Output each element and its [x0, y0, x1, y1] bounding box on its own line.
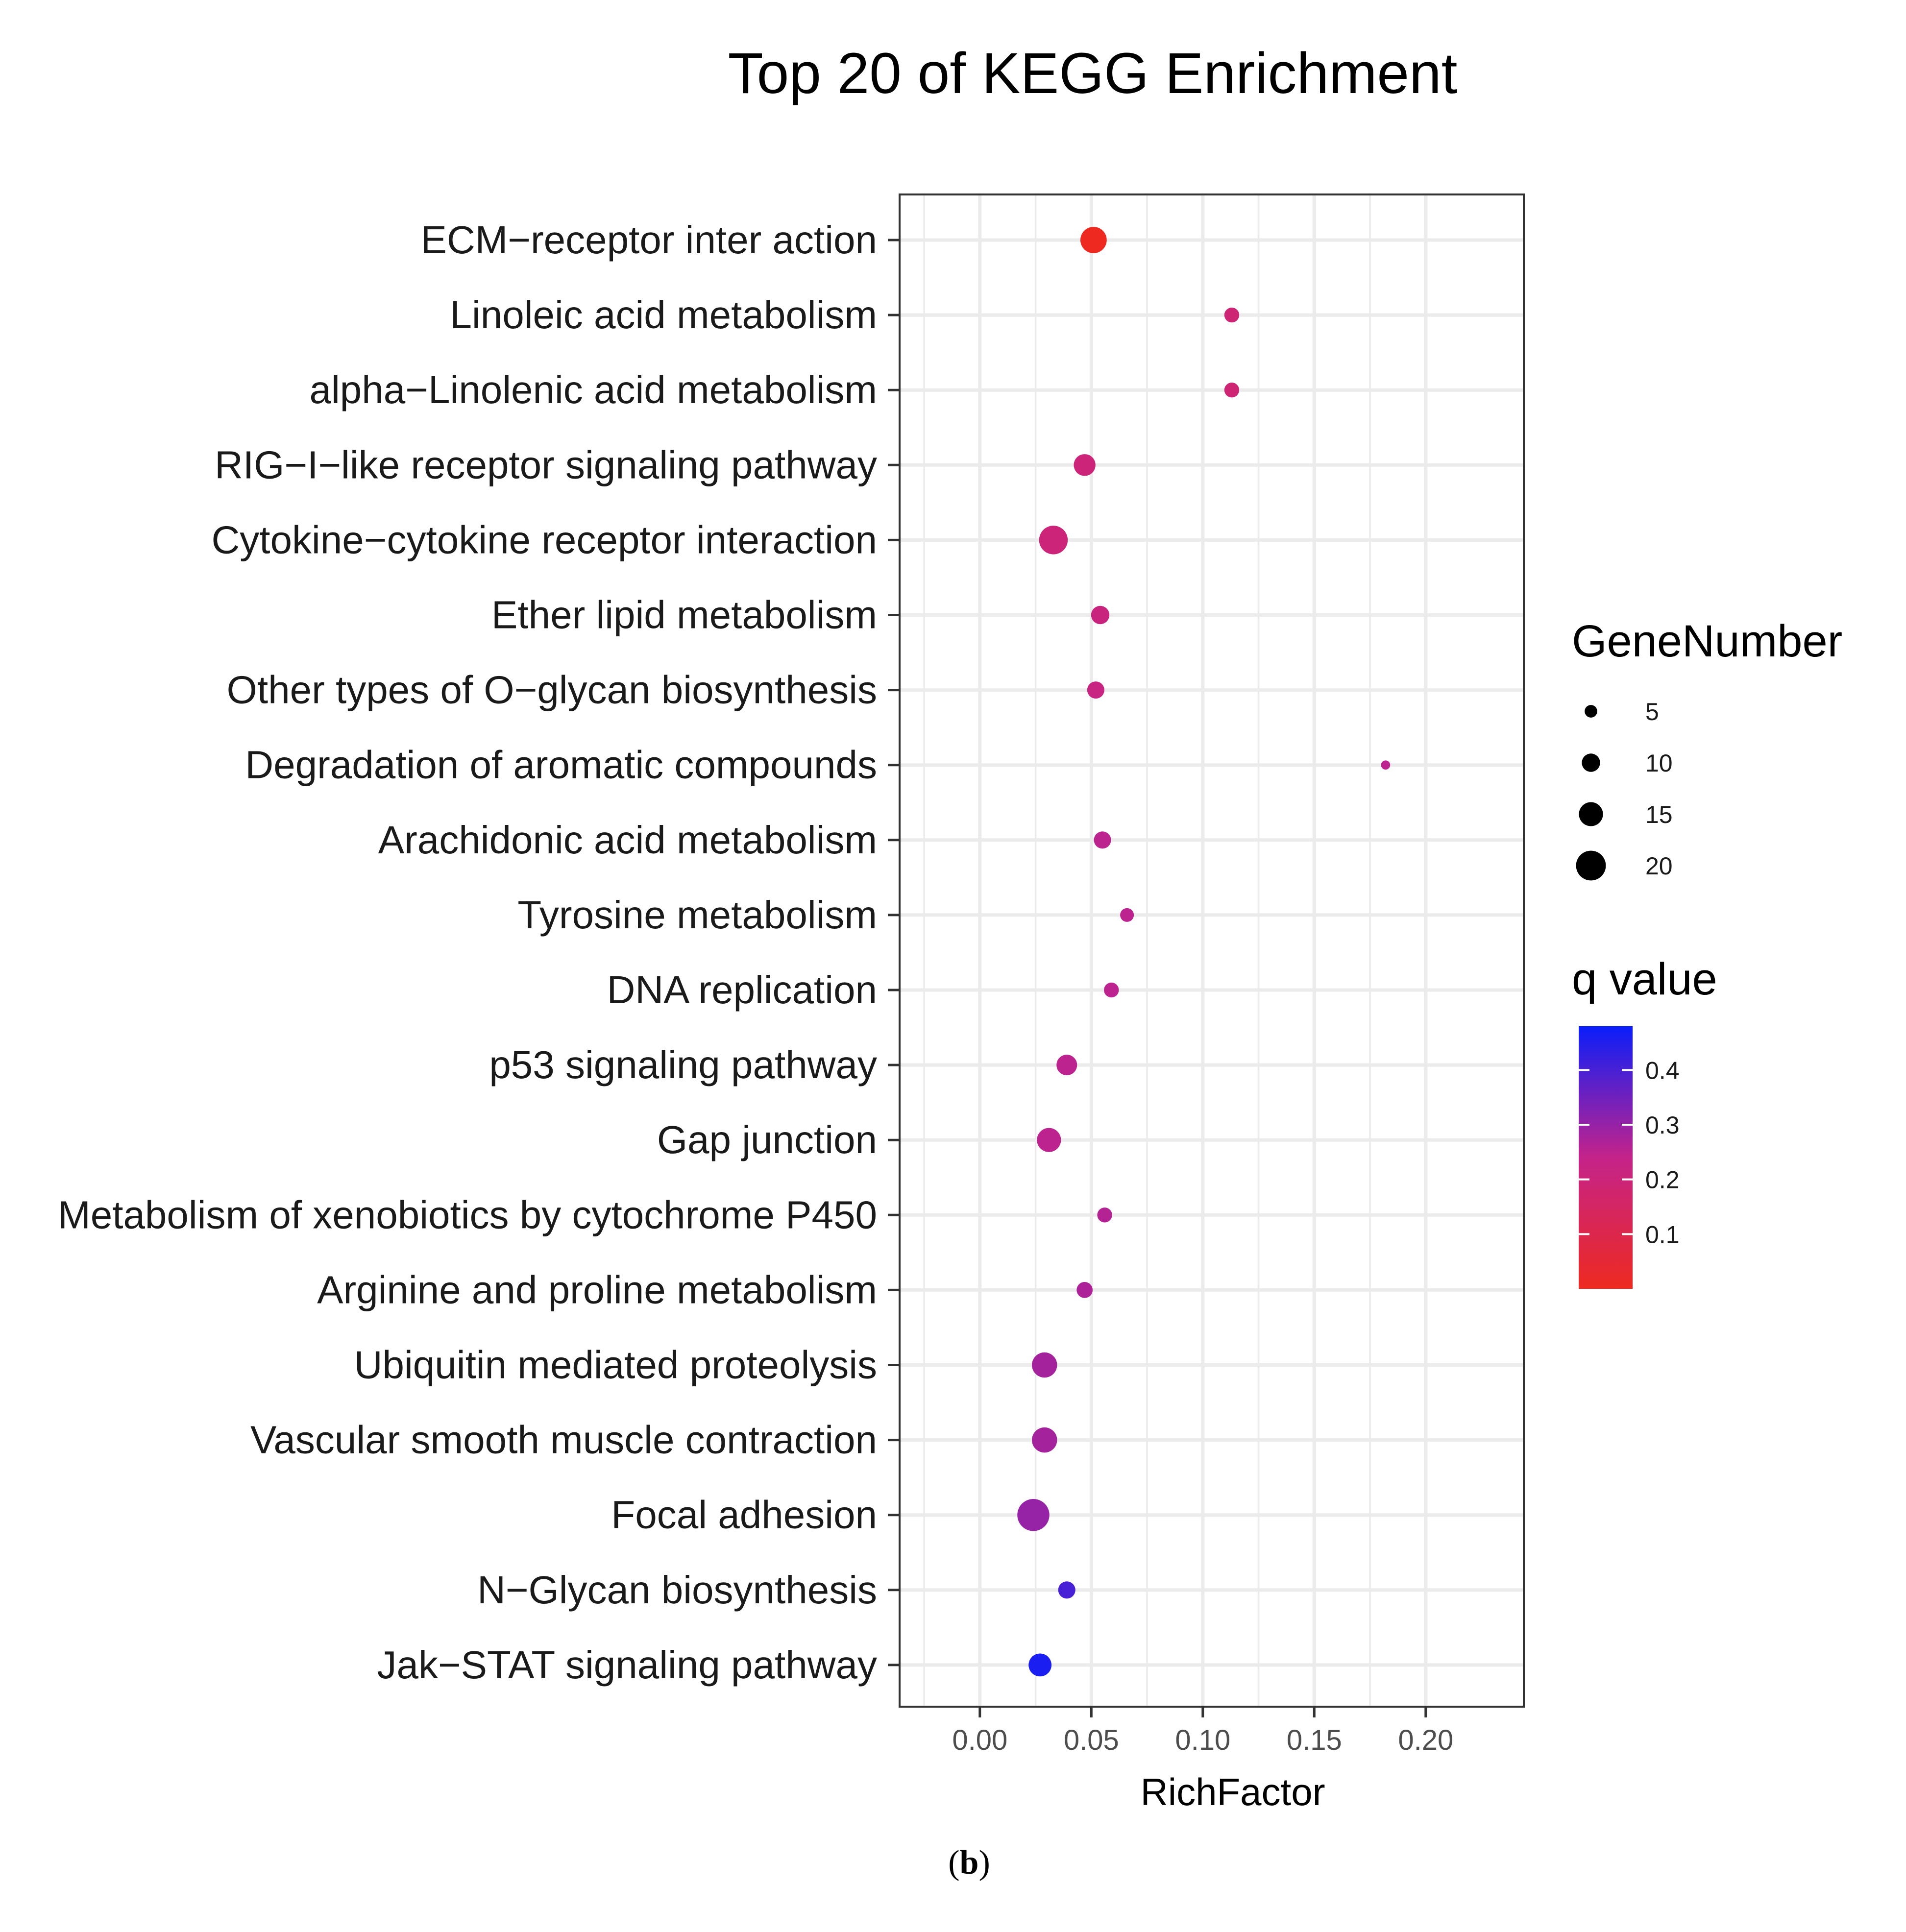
y-axis-labels: ECM−receptor inter action Linoleic acid m…: [58, 218, 900, 1687]
y-tick-label: Linoleic acid metabolism: [450, 293, 877, 337]
data-point: [1091, 605, 1110, 625]
data-point: [1080, 227, 1107, 253]
y-tick-label: Ubiquitin mediated proteolysis: [354, 1343, 877, 1387]
data-point: [1032, 1427, 1057, 1453]
x-axis-ticks: 0.00 0.05 0.10 0.15 0.20: [952, 1707, 1453, 1756]
figure-caption: (b): [948, 1844, 990, 1882]
color-legend-title: q value: [1572, 954, 1717, 1004]
x-tick-label: 0.20: [1398, 1724, 1453, 1756]
colorbar-tick-label: 0.1: [1645, 1221, 1680, 1248]
x-tick-label: 0.00: [952, 1724, 1007, 1756]
grid-layer: [900, 194, 1524, 1707]
y-tick-label: Metabolism of xenobiotics by cytochrome …: [58, 1193, 877, 1236]
y-tick-label: Jak−STAT signaling pathway: [377, 1643, 877, 1687]
color-legend-ticks: 0.4 0.3 0.2 0.1: [1579, 1057, 1680, 1248]
caption-letter: b: [960, 1844, 979, 1882]
y-tick-label: Focal adhesion: [611, 1493, 877, 1537]
data-point: [1028, 1653, 1052, 1677]
data-point: [1039, 526, 1068, 555]
size-legend-label: 20: [1645, 852, 1673, 880]
colorbar-tick-label: 0.2: [1645, 1166, 1680, 1194]
y-tick-label: DNA replication: [607, 968, 877, 1012]
chart-title: Top 20 of KEGG Enrichment: [728, 41, 1458, 106]
y-tick-label: Arachidonic acid metabolism: [378, 818, 877, 862]
y-tick-label: ECM−receptor inter action: [420, 218, 877, 262]
data-point: [1087, 681, 1104, 699]
data-point: [1104, 982, 1119, 998]
caption-close-paren: ): [978, 1844, 990, 1882]
y-tick-label: Cytokine−cytokine receptor interaction: [212, 518, 877, 561]
data-point: [1381, 760, 1391, 770]
size-legend-title: GeneNumber: [1572, 616, 1842, 666]
data-point: [1056, 1055, 1077, 1076]
y-tick-label: Ether lipid metabolism: [491, 593, 877, 637]
x-axis-title: RichFactor: [1140, 1770, 1325, 1813]
data-point: [1224, 307, 1240, 323]
data-point: [1032, 1352, 1057, 1378]
y-tick-label: N−Glycan biosynthesis: [477, 1568, 877, 1612]
y-tick-label: RIG−I−like receptor signaling pathway: [215, 443, 877, 486]
y-tick-label: Vascular smooth muscle contraction: [250, 1418, 877, 1462]
data-point: [1017, 1498, 1050, 1531]
x-tick-label: 0.10: [1175, 1724, 1230, 1756]
y-tick-label: p53 signaling pathway: [489, 1043, 877, 1087]
y-tick-label: Tyrosine metabolism: [517, 893, 877, 937]
colorbar-tick-label: 0.3: [1645, 1111, 1680, 1139]
y-tick-label: Arginine and proline metabolism: [317, 1268, 877, 1311]
x-tick-label: 0.15: [1287, 1724, 1342, 1756]
size-legend-key: [1585, 705, 1597, 718]
size-legend-key: [1579, 802, 1603, 826]
data-point: [1120, 908, 1134, 922]
q-value-colorbar: [1579, 1026, 1633, 1289]
y-tick-label: Other types of O−glycan biosynthesis: [227, 668, 877, 712]
data-point: [1224, 383, 1240, 398]
y-tick-label: Gap junction: [657, 1118, 877, 1161]
size-legend-label: 5: [1645, 698, 1659, 725]
data-point: [1097, 1208, 1112, 1223]
size-legend-key: [1576, 850, 1606, 881]
x-tick-label: 0.05: [1064, 1724, 1119, 1756]
panel-border: [899, 193, 1525, 1708]
data-points: [1017, 227, 1391, 1677]
data-point: [1094, 831, 1111, 849]
data-point: [1076, 1282, 1093, 1298]
colorbar-tick-label: 0.4: [1645, 1057, 1680, 1084]
y-tick-label: alpha−Linolenic acid metabolism: [310, 368, 877, 411]
y-tick-label: Degradation of aromatic compounds: [245, 743, 877, 787]
caption-open-paren: (: [948, 1844, 959, 1882]
size-legend-label: 10: [1645, 749, 1673, 777]
size-legend-label: 15: [1645, 801, 1673, 828]
data-point: [1037, 1128, 1061, 1152]
size-legend-key: [1582, 753, 1600, 772]
data-point: [1058, 1581, 1075, 1599]
data-point: [1074, 454, 1096, 476]
size-legend: 5 10 15 20: [1576, 698, 1673, 881]
